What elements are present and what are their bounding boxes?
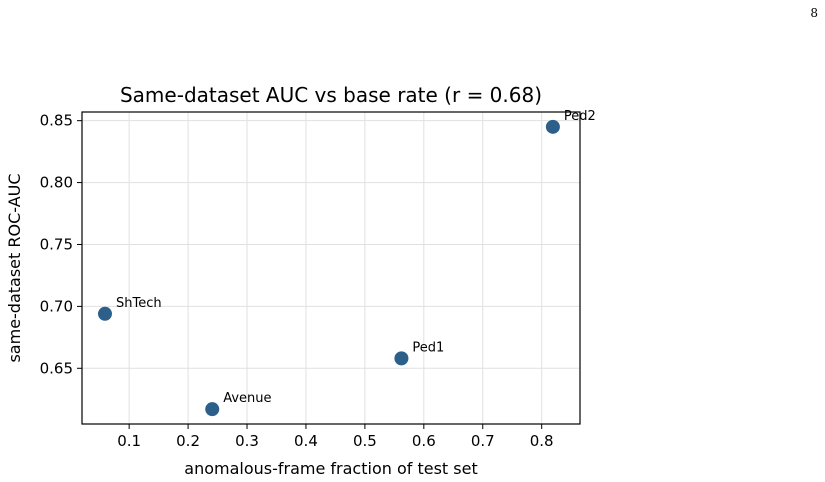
axes: 0.1 0.2 0.3 0.4 0.5 0.6 0.7 0.8 0.65 0.70 0.75 0.80… [40,112,554,450]
x-tick-label: 0.4 [294,432,318,450]
x-tick-label: 0.1 [117,432,141,450]
y-tick-label: 0.75 [40,235,73,253]
x-tick-label: 0.7 [471,432,495,450]
x-axis-label: anomalous-frame fraction of test set [184,459,477,478]
data-point-marker [394,351,409,366]
data-point-label: Avenue [223,391,271,406]
x-tick-label: 0.2 [176,432,200,450]
x-tick-label: 0.5 [353,432,377,450]
data-point-label: Ped1 [412,340,444,355]
y-tick-label: 0.70 [40,297,73,315]
data-point-marker [97,306,112,321]
x-tick-label: 0.8 [530,432,554,450]
plot-frame [81,111,581,425]
y-tick-label: 0.80 [40,174,73,192]
x-tick-label: 0.6 [412,432,436,450]
chart-title: Same-dataset AUC vs base rate (r = 0.68) [120,83,542,107]
page-number: 8 [810,6,818,20]
data-point-marker [205,402,220,417]
y-axis-label: same-dataset ROC-AUC [5,173,24,362]
data-point-label: ShTech [116,296,162,311]
grid [82,112,580,424]
y-tick-label: 0.85 [40,112,73,130]
y-tick-label: 0.65 [40,359,73,377]
x-tick-label: 0.3 [235,432,259,450]
data-point-marker [545,119,560,134]
